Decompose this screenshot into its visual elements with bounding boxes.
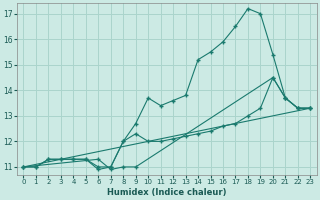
X-axis label: Humidex (Indice chaleur): Humidex (Indice chaleur) [107, 188, 227, 197]
